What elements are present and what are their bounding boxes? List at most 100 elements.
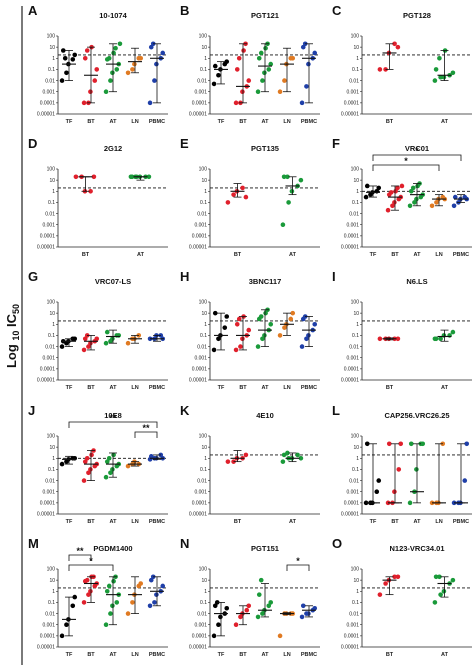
y-tick-label: 0.00001	[189, 378, 207, 384]
x-tick-label: AT	[110, 119, 118, 125]
panel-o: O N123-VRC34.01 100 10 1 0.1 0.01 0.001 0.0001 0.…	[332, 536, 472, 658]
x-tick-label: BT	[391, 252, 399, 258]
data-point-at	[104, 459, 110, 464]
data-point-at	[407, 500, 413, 506]
data-point-tf	[72, 52, 78, 58]
data-point-at	[268, 321, 274, 327]
data-point-bt	[244, 607, 250, 613]
x-tick-label: BT	[87, 519, 95, 525]
data-point-bt	[225, 459, 231, 464]
x-tick-label: TF	[370, 252, 377, 258]
panel-title: 10E8	[104, 411, 122, 420]
y-tick-label: 100	[199, 300, 208, 306]
data-point-bt	[386, 441, 392, 447]
y-tick-label: 0.00001	[37, 512, 55, 518]
y-tick-label: 0.01	[45, 78, 55, 84]
data-point-at	[414, 196, 419, 202]
y-tick-label: 0.0001	[40, 101, 56, 107]
panel-title: PGT135	[251, 144, 279, 153]
panel-a: A 10-1074 100 10 1 0.1 0.01 0.001 0.0001 0.00001 T…	[28, 3, 168, 125]
data-point-at	[285, 174, 290, 180]
x-tick-label: LN	[131, 519, 138, 525]
significance-bracket	[68, 564, 114, 571]
data-point-at	[256, 592, 262, 597]
data-point-ln	[125, 463, 131, 469]
y-axis-label: Log 10 IC50	[4, 304, 21, 368]
data-point-at	[432, 78, 438, 83]
panel-title: 10-1074	[99, 11, 127, 20]
data-point-pbmc	[299, 100, 305, 106]
data-point-at	[263, 45, 268, 51]
y-tick-label: 1	[52, 56, 55, 62]
data-point-tf	[72, 336, 78, 342]
x-tick-label: BT	[239, 652, 247, 658]
data-point-bt	[234, 321, 240, 327]
data-point-pbmc	[148, 454, 154, 459]
y-tick-label: 0.0001	[192, 634, 208, 640]
data-point-at	[281, 174, 287, 180]
data-point-at	[110, 336, 115, 342]
data-point-at	[103, 89, 109, 95]
data-point-tf	[72, 594, 78, 600]
x-tick-label: TF	[66, 119, 73, 125]
data-point-tf	[212, 63, 218, 69]
data-point-at	[113, 45, 118, 51]
data-point-bt	[84, 455, 90, 461]
y-tick-label: 100	[199, 34, 208, 40]
data-point-bt	[238, 614, 243, 620]
significance-label: **	[142, 423, 150, 433]
data-point-at	[438, 592, 443, 597]
data-point-tf	[62, 55, 68, 61]
x-tick-label: BT	[386, 119, 394, 125]
x-tick-label: BT	[87, 385, 95, 391]
x-tick-label: AT	[110, 652, 118, 658]
panel-letter: J	[28, 403, 35, 418]
x-tick-label: AT	[441, 119, 449, 125]
y-tick-label: 100	[351, 434, 360, 440]
data-point-at	[437, 574, 442, 580]
data-point-bt	[89, 452, 94, 458]
data-point-at	[258, 50, 264, 56]
y-tick-label: 1	[356, 456, 359, 462]
data-point-bt	[82, 55, 88, 61]
data-point-bt	[395, 44, 401, 50]
data-point-at	[103, 340, 109, 346]
data-point-bt	[82, 336, 88, 342]
data-point-at	[110, 603, 115, 609]
data-point-pbmc	[304, 336, 309, 342]
y-tick-label: 0.0001	[344, 101, 360, 107]
x-tick-label: LN	[131, 119, 138, 125]
data-point-bt	[231, 192, 236, 197]
data-point-at	[258, 577, 264, 583]
x-tick-label: BT	[87, 119, 95, 125]
y-tick-label: 0.1	[48, 200, 55, 206]
data-point-pbmc	[154, 61, 159, 67]
data-point-tf	[364, 183, 370, 189]
y-tick-label: 0.001	[346, 355, 359, 361]
panel-letter: N	[180, 536, 189, 551]
data-point-at	[117, 41, 123, 47]
y-tick-label: 1	[204, 456, 207, 462]
data-point-pbmc	[299, 344, 305, 349]
y-tick-label: 100	[47, 167, 56, 173]
panel-l: L CAP256.VRC26.25 100 10 1 0.1 0.01 0.001 0.0001…	[332, 403, 472, 525]
y-tick-label: 0.001	[346, 489, 359, 495]
data-point-bt	[88, 588, 93, 594]
data-point-at	[450, 577, 456, 583]
data-point-bt	[233, 347, 239, 353]
data-point-ln	[125, 340, 131, 346]
y-tick-label: 1	[204, 322, 207, 328]
y-tick-label: 100	[351, 300, 360, 306]
data-point-at	[450, 329, 456, 335]
y-tick-label: 0.001	[194, 222, 207, 228]
data-point-bt	[243, 452, 249, 458]
panel-title: CAP256.VRC26.25	[384, 411, 449, 420]
x-tick-label: PBMC	[149, 519, 165, 525]
data-point-pbmc	[300, 603, 306, 609]
y-tick-label: 10	[353, 445, 359, 451]
data-point-at	[104, 588, 110, 594]
y-tick-label: 1	[356, 189, 359, 195]
data-point-at	[256, 55, 262, 61]
y-tick-label: 0.00001	[37, 112, 55, 118]
data-point-at	[280, 459, 286, 464]
